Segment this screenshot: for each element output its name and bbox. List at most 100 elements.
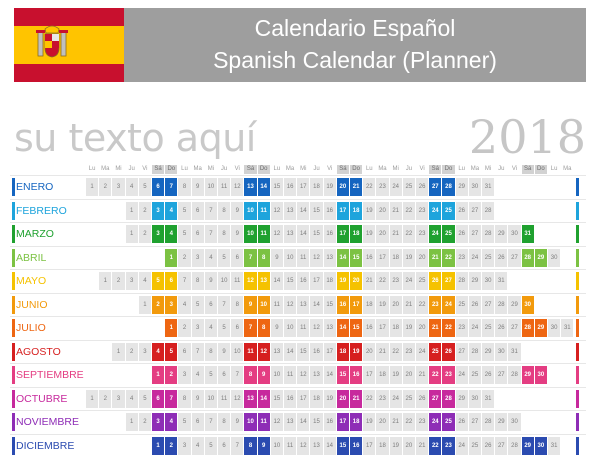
day-cell[interactable]: 17 (297, 389, 310, 408)
day-cell[interactable]: 6 (231, 319, 244, 337)
day-cell[interactable]: 24 (442, 295, 455, 314)
day-cell[interactable]: 14 (310, 295, 323, 314)
day-cell[interactable]: 3 (165, 295, 178, 314)
day-cell[interactable]: 23 (416, 225, 429, 243)
day-cell[interactable]: 5 (138, 389, 151, 408)
day-cell[interactable]: 7 (204, 225, 217, 243)
day-cell[interactable]: 19 (336, 272, 349, 290)
day-cell[interactable]: 4 (204, 248, 217, 267)
day-cell[interactable]: 5 (204, 366, 217, 384)
day-cell[interactable]: 28 (495, 295, 508, 314)
day-cell[interactable]: 15 (350, 248, 363, 267)
day-cell[interactable]: 3 (125, 272, 138, 290)
day-cell[interactable]: 21 (389, 225, 402, 243)
day-cell[interactable]: 18 (376, 436, 389, 455)
day-cell[interactable]: 22 (442, 319, 455, 337)
day-cell[interactable]: 10 (270, 436, 283, 455)
day-cell[interactable]: 4 (204, 319, 217, 337)
day-cell[interactable]: 6 (191, 413, 204, 431)
day-cell[interactable]: 27 (455, 342, 468, 361)
day-cell[interactable]: 23 (455, 248, 468, 267)
day-cell[interactable]: 27 (442, 272, 455, 290)
day-cell[interactable]: 25 (442, 225, 455, 243)
day-cell[interactable]: 29 (495, 225, 508, 243)
day-cell[interactable]: 18 (350, 225, 363, 243)
day-cell[interactable]: 8 (178, 178, 191, 196)
day-cell[interactable]: 8 (244, 436, 257, 455)
day-cell[interactable]: 5 (165, 342, 178, 361)
day-cell[interactable]: 23 (402, 342, 415, 361)
day-cell[interactable]: 31 (508, 342, 521, 361)
day-cell[interactable]: 7 (204, 201, 217, 220)
day-cell[interactable]: 3 (112, 178, 125, 196)
day-cell[interactable]: 9 (244, 295, 257, 314)
day-cell[interactable]: 15 (350, 319, 363, 337)
day-cell[interactable]: 29 (482, 342, 495, 361)
day-cell[interactable]: 2 (152, 295, 165, 314)
day-cell[interactable]: 2 (178, 248, 191, 267)
day-cell[interactable]: 11 (297, 319, 310, 337)
day-cell[interactable]: 22 (363, 389, 376, 408)
day-cell[interactable]: 22 (389, 342, 402, 361)
day-cell[interactable]: 31 (482, 389, 495, 408)
day-cell[interactable]: 12 (270, 225, 283, 243)
day-cell[interactable]: 10 (204, 178, 217, 196)
day-cell[interactable]: 2 (138, 225, 151, 243)
day-cell[interactable]: 7 (178, 272, 191, 290)
day-cell[interactable]: 5 (191, 295, 204, 314)
day-cell[interactable]: 18 (363, 295, 376, 314)
day-cell[interactable]: 11 (284, 366, 297, 384)
day-cell[interactable]: 10 (270, 366, 283, 384)
day-cell[interactable]: 13 (284, 201, 297, 220)
day-cell[interactable]: 24 (455, 366, 468, 384)
day-cell[interactable]: 21 (389, 201, 402, 220)
day-cell[interactable]: 5 (178, 201, 191, 220)
day-cell[interactable]: 9 (257, 436, 270, 455)
day-cell[interactable]: 28 (442, 178, 455, 196)
day-cell[interactable]: 6 (178, 342, 191, 361)
day-cell[interactable]: 16 (323, 413, 336, 431)
day-cell[interactable]: 5 (218, 319, 231, 337)
day-cell[interactable]: 11 (257, 201, 270, 220)
day-cell[interactable]: 5 (218, 248, 231, 267)
day-cell[interactable]: 18 (389, 319, 402, 337)
day-cell[interactable]: 19 (389, 436, 402, 455)
day-cell[interactable]: 1 (138, 295, 151, 314)
day-cell[interactable]: 20 (376, 413, 389, 431)
day-cell[interactable]: 26 (455, 413, 468, 431)
day-cell[interactable]: 16 (310, 342, 323, 361)
day-cell[interactable]: 12 (231, 178, 244, 196)
day-cell[interactable]: 24 (389, 178, 402, 196)
day-cell[interactable]: 25 (482, 319, 495, 337)
day-cell[interactable]: 27 (468, 413, 481, 431)
day-cell[interactable]: 21 (363, 272, 376, 290)
day-cell[interactable]: 12 (310, 319, 323, 337)
day-cell[interactable]: 10 (284, 248, 297, 267)
day-cell[interactable]: 12 (284, 295, 297, 314)
day-cell[interactable]: 27 (468, 225, 481, 243)
day-cell[interactable]: 28 (508, 366, 521, 384)
day-cell[interactable]: 13 (323, 319, 336, 337)
day-cell[interactable]: 28 (521, 248, 534, 267)
day-cell[interactable]: 29 (521, 366, 534, 384)
day-cell[interactable]: 3 (191, 248, 204, 267)
day-cell[interactable]: 25 (442, 413, 455, 431)
day-cell[interactable]: 24 (468, 319, 481, 337)
day-cell[interactable]: 29 (495, 413, 508, 431)
day-cell[interactable]: 2 (178, 319, 191, 337)
day-cell[interactable]: 14 (257, 178, 270, 196)
day-cell[interactable]: 7 (165, 178, 178, 196)
day-cell[interactable]: 9 (270, 319, 283, 337)
day-cell[interactable]: 12 (231, 389, 244, 408)
day-cell[interactable]: 1 (165, 319, 178, 337)
day-cell[interactable]: 15 (323, 295, 336, 314)
day-cell[interactable]: 13 (244, 178, 257, 196)
day-cell[interactable]: 8 (191, 272, 204, 290)
day-cell[interactable]: 15 (270, 389, 283, 408)
day-cell[interactable]: 26 (455, 225, 468, 243)
day-cell[interactable]: 4 (191, 366, 204, 384)
day-cell[interactable]: 9 (218, 342, 231, 361)
day-cell[interactable]: 22 (402, 413, 415, 431)
day-cell[interactable]: 22 (429, 436, 442, 455)
day-cell[interactable]: 29 (521, 436, 534, 455)
